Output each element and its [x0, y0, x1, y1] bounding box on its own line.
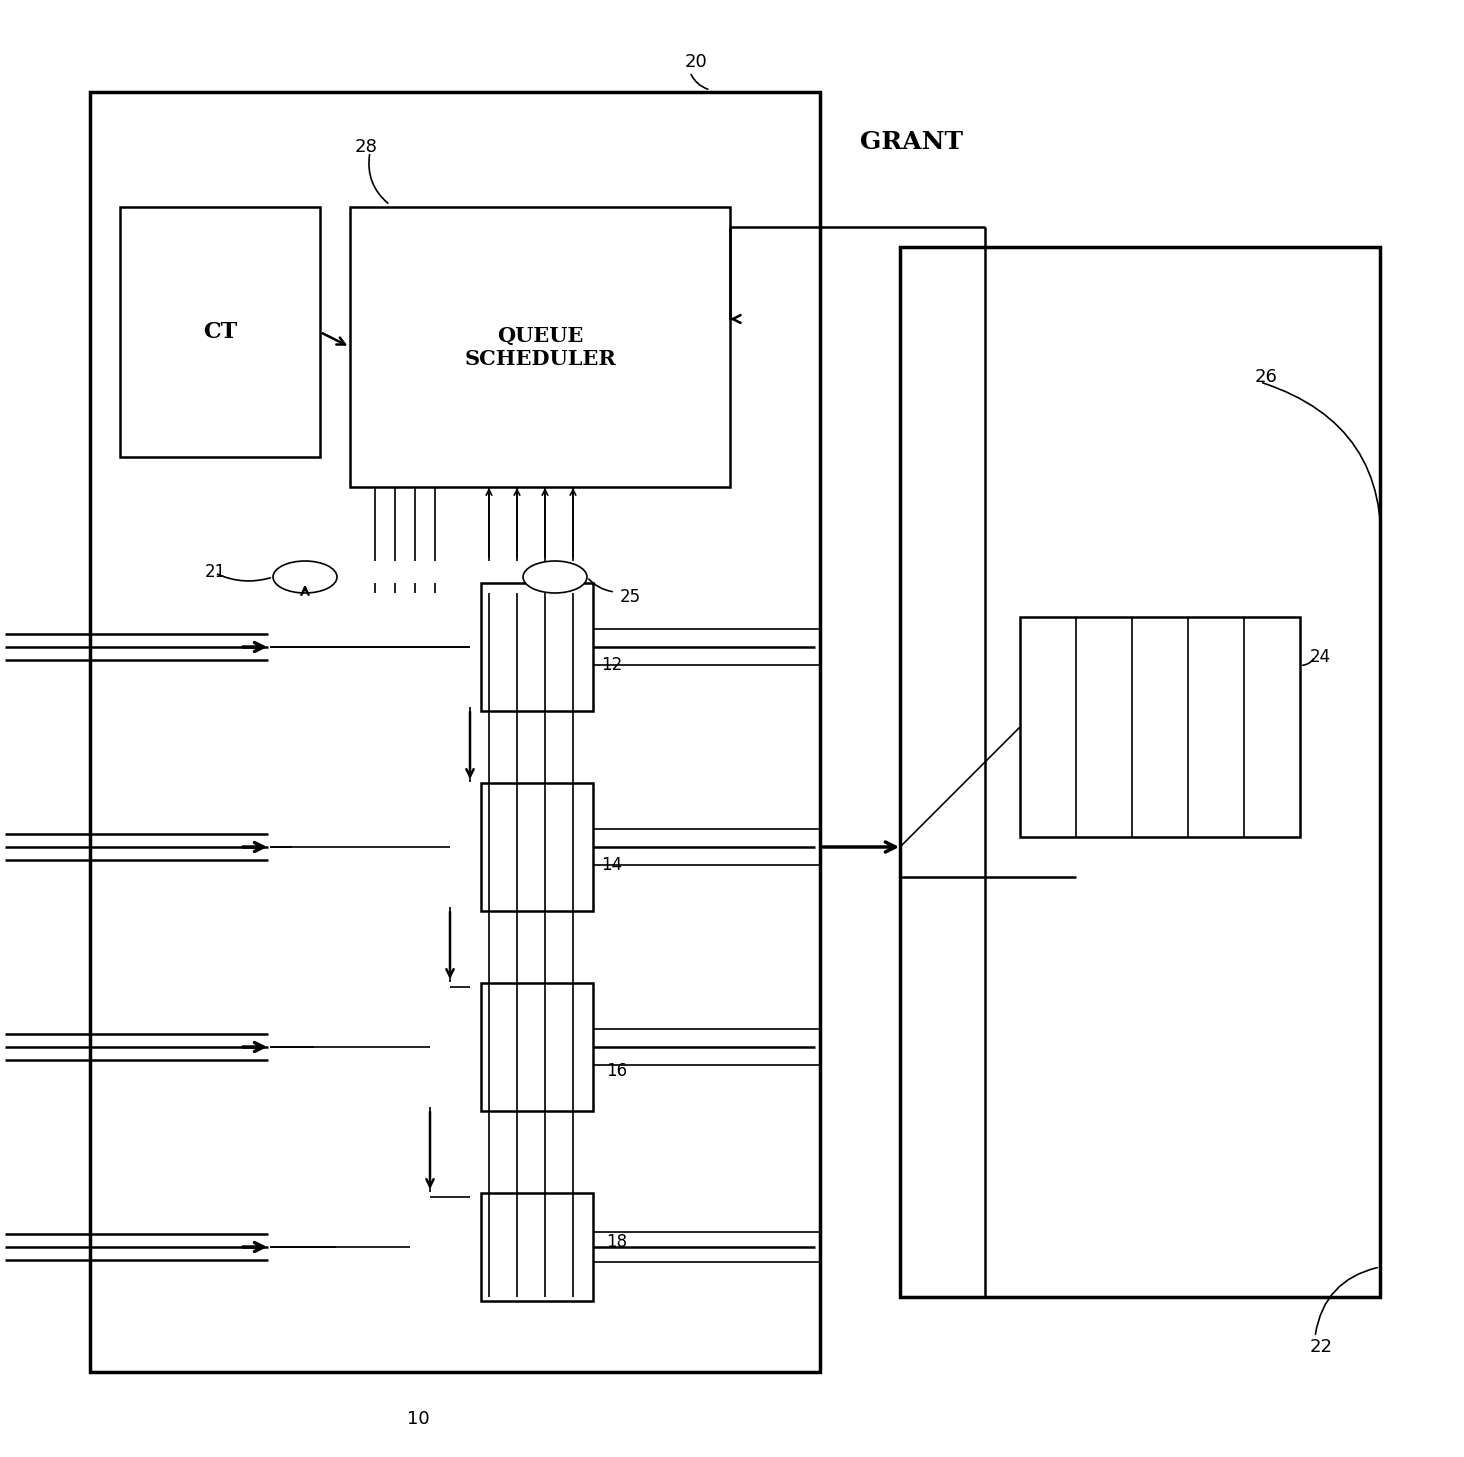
Bar [1020, 616, 1300, 836]
Text: 25: 25 [619, 589, 641, 606]
Ellipse shape [272, 561, 337, 593]
Bar [485, 986, 505, 1107]
Bar [569, 1198, 589, 1297]
Bar [482, 983, 593, 1112]
Bar [542, 587, 561, 707]
Bar [350, 207, 731, 487]
Bar [900, 248, 1381, 1297]
Text: 28: 28 [354, 138, 378, 156]
Ellipse shape [523, 561, 587, 593]
Bar [485, 787, 505, 908]
Bar [482, 1193, 593, 1301]
Text: 22: 22 [1310, 1338, 1334, 1356]
Text: 20: 20 [685, 52, 707, 71]
Bar [120, 207, 321, 457]
Text: QUEUE
SCHEDULER: QUEUE SCHEDULER [464, 325, 616, 369]
Bar [512, 787, 533, 908]
Text: CT: CT [203, 321, 237, 342]
Bar [512, 587, 533, 707]
Bar [485, 1198, 505, 1297]
Text: 18: 18 [606, 1233, 627, 1252]
Bar [569, 587, 589, 707]
Bar [542, 1198, 561, 1297]
Bar [482, 583, 593, 711]
Text: 21: 21 [205, 562, 227, 581]
Text: 14: 14 [602, 857, 622, 874]
Bar [569, 787, 589, 908]
Text: 12: 12 [602, 656, 622, 675]
Text: GRANT: GRANT [859, 130, 963, 154]
Text: 24: 24 [1310, 647, 1331, 666]
Bar [542, 986, 561, 1107]
Text: 16: 16 [606, 1062, 627, 1080]
Bar [482, 782, 593, 911]
Bar [569, 986, 589, 1107]
Bar [512, 986, 533, 1107]
Text: 10: 10 [407, 1410, 430, 1428]
Bar [485, 587, 505, 707]
Bar [89, 92, 820, 1372]
Bar [542, 787, 561, 908]
Bar [512, 1198, 533, 1297]
Text: 26: 26 [1255, 369, 1278, 386]
